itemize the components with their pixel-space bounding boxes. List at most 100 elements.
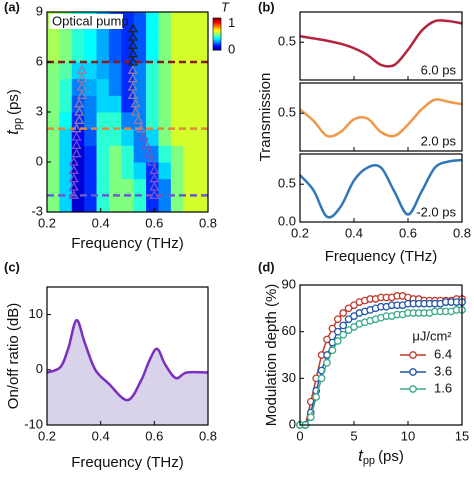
marker	[339, 321, 348, 330]
heat-cell	[47, 95, 60, 113]
panel-tag: 2.0 ps	[421, 133, 457, 148]
heat-cell	[96, 145, 110, 163]
heat-cell	[47, 178, 60, 196]
heat-cell	[158, 45, 172, 63]
heat-cell	[71, 178, 85, 196]
triangle-marker	[76, 90, 88, 99]
colorbar-step	[213, 26, 221, 28]
x-tick-label: 0	[296, 428, 303, 443]
heat-cell	[71, 195, 85, 213]
colorbar-tick-label: 0	[228, 41, 235, 56]
heat-cell	[96, 112, 110, 130]
triangle-marker	[127, 65, 138, 74]
heat-cell	[183, 78, 197, 96]
axis-label: Transmission	[257, 73, 274, 162]
triangle-marker	[127, 31, 138, 41]
heat-cell	[146, 195, 159, 213]
colorbar-step	[213, 30, 221, 32]
heat-cell	[195, 162, 209, 180]
colorbar-step	[213, 27, 221, 30]
x-tick-label: 5	[350, 428, 357, 443]
heat-cell	[71, 162, 85, 180]
heat-cell	[158, 178, 172, 196]
y-tick-label: 0.5	[278, 176, 296, 191]
heat-cell	[71, 45, 85, 63]
heat-cell	[158, 78, 172, 96]
axis-label: On/off ratio (dB)	[5, 303, 22, 409]
x-tick-label: 15	[455, 428, 469, 443]
marker	[328, 346, 337, 355]
heat-cell	[84, 128, 98, 146]
heat-cell	[108, 78, 122, 96]
heat-cell	[84, 28, 98, 46]
heat-cell	[170, 12, 184, 30]
triangle-marker	[71, 140, 82, 149]
heat-cell	[195, 78, 209, 96]
heat-cell	[183, 28, 197, 46]
x-tick-label: 0.8	[453, 225, 471, 240]
heat-cell	[195, 12, 209, 30]
triangle-marker	[71, 131, 82, 141]
heat-cell	[121, 12, 135, 30]
heat-cell	[84, 178, 98, 196]
heat-cell	[59, 178, 73, 196]
x-tick-label: 0.6	[145, 215, 163, 230]
triangle-marker	[127, 90, 138, 99]
triangle-marker	[146, 156, 157, 166]
heat-cell	[146, 28, 159, 46]
axis-label: Frequency (THz)	[325, 248, 438, 265]
heat-cell	[170, 78, 184, 96]
plot-frame	[299, 11, 463, 81]
colorbar-step	[213, 43, 221, 46]
heat-cell	[183, 178, 197, 196]
x-tick-label: 0.2	[291, 225, 309, 240]
heat-cell	[158, 95, 172, 113]
marker	[333, 337, 342, 345]
heat-cell	[47, 112, 60, 130]
axis-symbol: t	[3, 129, 22, 135]
heat-cell	[183, 12, 197, 30]
legend-label: 6.4	[434, 346, 452, 361]
panel-label: (a)	[4, 0, 20, 14]
triangle-marker	[74, 98, 85, 108]
heat-cell	[195, 62, 209, 80]
heat-cell	[59, 78, 73, 96]
line	[299, 18, 463, 68]
marker	[312, 393, 321, 401]
colorbar-step	[213, 22, 221, 24]
heat-cell	[170, 162, 184, 180]
heat-cell	[195, 178, 209, 196]
axis-label: Modulation depth (%)	[263, 284, 280, 427]
heat-cell	[108, 178, 122, 196]
heat-cell	[108, 62, 122, 80]
heat-cell	[170, 45, 184, 63]
heat-cell	[47, 62, 60, 80]
x-tick-label: 0.4	[92, 215, 110, 230]
y-tick-label: -10	[24, 416, 43, 431]
heat-cell	[59, 145, 73, 163]
marker	[339, 330, 348, 339]
colorbar-step	[213, 47, 221, 50]
triangle-marker	[74, 115, 85, 124]
axis-label: Frequency (THz)	[71, 235, 184, 252]
colorbar-tick-label: 1	[228, 15, 235, 30]
legend-label: 1.6	[434, 380, 452, 395]
plot-frame	[299, 284, 463, 426]
heat-cell	[84, 45, 98, 63]
heat-cell	[158, 162, 172, 180]
heat-cell	[183, 45, 197, 63]
heat-cell	[133, 12, 147, 30]
heat-cell	[59, 128, 73, 146]
heat-cell	[158, 145, 172, 163]
axis-label: tpp(ps)	[358, 446, 404, 466]
y-tick-label: 6	[36, 53, 43, 68]
triangle-marker	[127, 73, 138, 83]
panel-label: (b)	[258, 0, 275, 14]
heat-cell	[121, 112, 135, 130]
heat-cell	[59, 28, 73, 46]
heat-cell	[47, 195, 60, 213]
area-fill	[47, 320, 208, 425]
heat-cell	[121, 95, 135, 113]
heat-cell	[170, 95, 184, 113]
heat-cell	[108, 95, 122, 113]
